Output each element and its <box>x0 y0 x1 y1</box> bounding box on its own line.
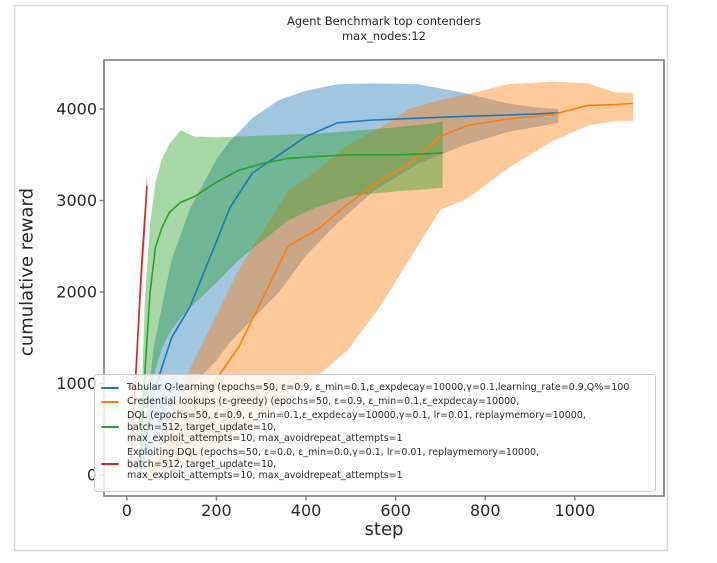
legend-label-line: Exploiting DQL (epochs=50, ε=0.0, ε_min=… <box>127 447 540 458</box>
legend-label-exploiting-dql: Exploiting DQL (epochs=50, ε=0.0, ε_min=… <box>127 447 539 482</box>
x-tick-label: 1000 <box>554 501 595 520</box>
x-tick-label: 0 <box>122 501 132 520</box>
chart-title-block: Agent Benchmark top contenders max_nodes… <box>104 14 664 43</box>
legend-entry-tabular-q-learning: Tabular Q-learning (epochs=50, ε=0.9, ε_… <box>101 382 651 394</box>
x-tick-label: 200 <box>201 501 232 520</box>
y-tick-label: 1000 <box>56 374 97 393</box>
x-axis-label: step <box>364 519 404 540</box>
legend-label-dql: DQL (epochs=50, ε=0.9, ε_min=0.1,ε_expde… <box>127 410 586 445</box>
y-tick-label: 2000 <box>56 282 97 301</box>
line-tabular-q-learning <box>139 111 559 476</box>
chart-title: Agent Benchmark top contenders <box>287 14 481 28</box>
y-tick-label: 3000 <box>56 191 97 210</box>
legend-entry-credential-lookups: Credential lookups (ε-greedy) (epochs=50… <box>101 396 651 408</box>
legend-label-line: Tabular Q-learning (epochs=50, ε=0.9, ε_… <box>127 382 630 393</box>
legend-line-sample-dql <box>101 426 119 429</box>
legend-line-sample-exploiting-dql <box>101 463 119 466</box>
legend-label-line: batch=512, target_update=10, <box>127 458 277 470</box>
legend-label-line: Credential lookups (ε-greedy) (epochs=50… <box>127 396 520 407</box>
band-tabular-q-learning <box>140 83 559 476</box>
legend-label-tabular-q-learning: Tabular Q-learning (epochs=50, ε=0.9, ε_… <box>127 382 629 394</box>
line-dql <box>138 152 443 476</box>
chart-subtitle: max_nodes:12 <box>341 28 426 43</box>
legend-entry-exploiting-dql: Exploiting DQL (epochs=50, ε=0.0, ε_min=… <box>101 447 651 482</box>
x-tick-label: 800 <box>470 501 501 520</box>
legend-label-line: max_exploit_attempts=10, max_avoidrepeat… <box>127 433 403 444</box>
legend-label-credential-lookups: Credential lookups (ε-greedy) (epochs=50… <box>127 396 519 408</box>
legend-line-sample-tabular-q-learning <box>101 386 119 389</box>
y-tick-label: 4000 <box>56 100 97 119</box>
legend-label-line: DQL (epochs=50, ε=0.9, ε_min=0.1,ε_expde… <box>127 410 586 421</box>
figure-frame <box>13 4 669 552</box>
legend: Tabular Q-learning (epochs=50, ε=0.9, ε_… <box>94 374 656 492</box>
legend-entry-dql: DQL (epochs=50, ε=0.9, ε_min=0.1,ε_expde… <box>101 410 651 445</box>
x-tick-label: 400 <box>291 501 322 520</box>
y-tick-label: 0 <box>87 465 97 484</box>
legend-label-line: max_exploit_attempts=10, max_avoidrepeat… <box>127 470 403 481</box>
band-dql <box>139 121 443 476</box>
axes-spines <box>103 59 665 497</box>
legend-line-sample-credential-lookups <box>101 400 119 403</box>
y-axis-label: cumulative reward <box>16 187 38 357</box>
x-tick-label: 600 <box>380 501 411 520</box>
legend-label-line: batch=512, target_update=10, <box>127 421 277 433</box>
